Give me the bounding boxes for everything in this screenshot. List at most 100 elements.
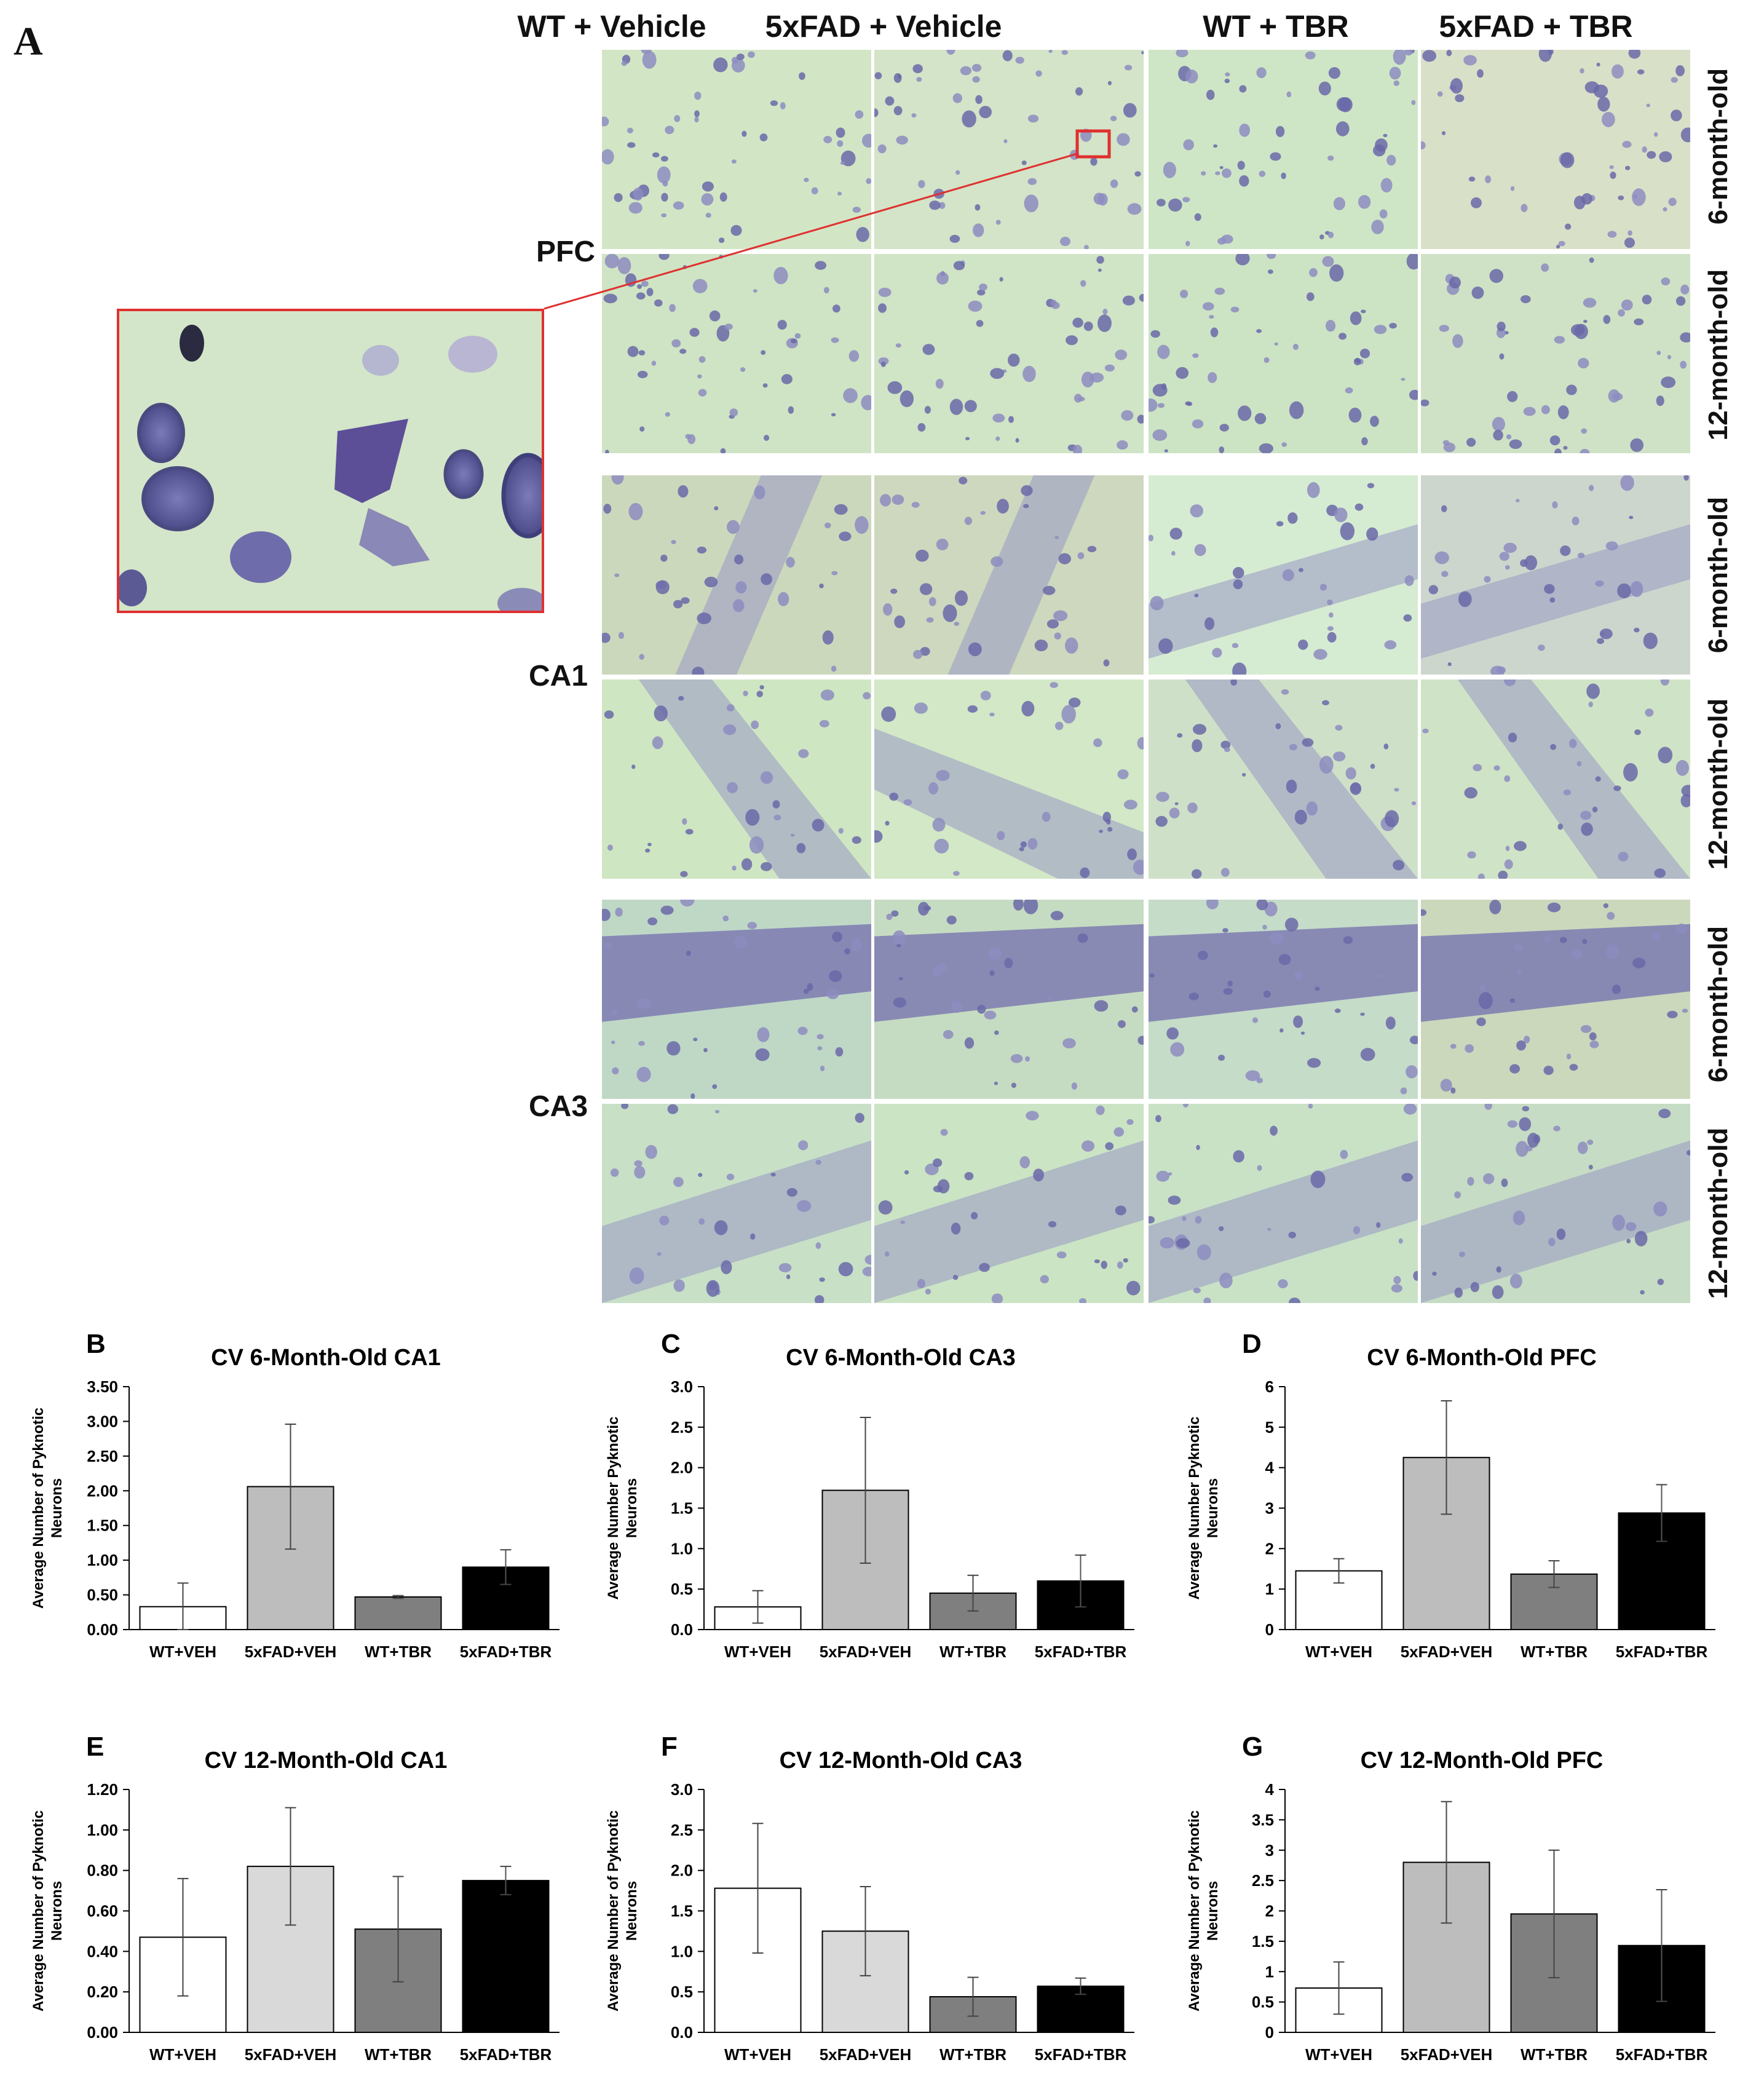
x-tick-label: 5xFAD+TBR (460, 1642, 552, 1661)
chart-d: D CV 6-Month-Old PFC Average Number Pyknot… (1162, 1316, 1734, 1697)
x-tick-label: WT+TBR (939, 1642, 1006, 1661)
y-tick-label: 3.50 (87, 1377, 118, 1396)
panel-letter: D (1242, 1329, 1262, 1359)
chart-title: CV 12-Month-Old PFC (1361, 1748, 1604, 1773)
panel-letter: C (661, 1329, 681, 1359)
column-header-5xfad-tbr: 5xFAD + TBR (1439, 9, 1633, 44)
y-tick-label: 2 (1265, 1539, 1274, 1558)
micrograph-tile (874, 899, 1144, 1100)
bar (462, 1880, 550, 2033)
y-tick-label: 0.00 (87, 2023, 118, 2042)
age-label-ca3-12: 12-month-old (1703, 1127, 1733, 1299)
micrograph-tile (1148, 253, 1418, 454)
micrograph-tile (601, 49, 872, 250)
x-tick-label: WT+TBR (365, 1642, 432, 1661)
y-tick-label: 2.5 (671, 1821, 693, 1839)
micrograph-tile (874, 679, 1144, 879)
panel-a-letter: A (14, 19, 43, 64)
panel-letter: G (1242, 1732, 1263, 1762)
y-tick-label: 1.0 (671, 1942, 693, 1960)
micrograph-tile (601, 475, 872, 675)
micrograph-tile (601, 253, 872, 454)
micrograph-tile (601, 1103, 872, 1304)
x-tick-label: WT+VEH (1305, 2045, 1372, 2064)
micrograph-tile (874, 1103, 1144, 1304)
y-tick-label: 2.5 (671, 1418, 693, 1436)
y-tick-label: 2.50 (87, 1447, 118, 1465)
y-tick-label: 1.00 (87, 1551, 118, 1569)
y-tick-label: 1 (1265, 1962, 1274, 1981)
age-label-ca1-12: 12-month-old (1703, 698, 1733, 870)
micrograph-tile (1148, 49, 1418, 250)
y-tick-label: 1.00 (87, 1821, 118, 1839)
y-tick-label: 0.20 (87, 1983, 118, 2001)
y-tick-label: 2.00 (87, 1481, 118, 1500)
column-header-wt-tbr: WT + TBR (1203, 9, 1349, 44)
x-tick-label: WT+TBR (365, 2045, 432, 2064)
y-tick-label: 3.5 (1252, 1810, 1274, 1829)
x-tick-label: WT+VEH (149, 1642, 216, 1661)
y-tick-label: 2.0 (671, 1861, 693, 1880)
x-tick-label: 5xFAD+TBR (1035, 2045, 1127, 2064)
y-axis-label: Average Number of Pyknotic Neurons (605, 1810, 640, 2011)
chart-title: CV 12-Month-Old CA3 (780, 1748, 1022, 1773)
connector-line (544, 153, 1078, 310)
x-tick-label: 5xFAD+VEH (1401, 1642, 1493, 1661)
y-tick-label: 6 (1265, 1377, 1274, 1396)
x-tick-label: 5xFAD+VEH (820, 1642, 912, 1661)
chart-f: F CV 12-Month-Old CA3 Average Number of Py… (581, 1719, 1153, 2100)
region-label-ca1: CA1 (529, 660, 588, 692)
y-axis-label: Average Number Pyknotic Neurons (1186, 1417, 1221, 1600)
y-axis-label: Average Number of Pyknotic Neurons (30, 1810, 65, 2011)
chart-title: CV 12-Month-Old CA1 (205, 1748, 448, 1773)
x-tick-label: 5xFAD+TBR (460, 2045, 552, 2064)
region-label-pfc: PFC (536, 236, 595, 268)
panel-letter: F (661, 1732, 678, 1762)
y-tick-label: 3.00 (87, 1412, 118, 1430)
y-tick-label: 1.5 (1252, 1932, 1274, 1951)
x-tick-label: 5xFAD+VEH (245, 1642, 337, 1661)
micrograph-tile (874, 253, 1144, 454)
y-tick-label: 0 (1265, 2023, 1274, 2042)
x-tick-label: 5xFAD+TBR (1035, 1642, 1127, 1661)
y-tick-label: 3.0 (671, 1377, 693, 1396)
y-tick-label: 0.80 (87, 1861, 118, 1880)
chart-c: C CV 6-Month-Old CA3 Average Number Pyknot… (581, 1316, 1153, 1697)
micrograph-tile (601, 899, 872, 1100)
y-tick-label: 4 (1265, 1780, 1275, 1799)
y-axis-label: Average Number Pyknotic Neurons (605, 1417, 640, 1600)
column-header-wt-vehicle: WT + Vehicle (517, 9, 706, 44)
x-tick-label: WT+VEH (1305, 1642, 1372, 1661)
y-tick-label: 0.5 (671, 1983, 693, 2001)
x-tick-label: WT+TBR (1521, 2045, 1588, 2064)
panel-letter: E (86, 1732, 104, 1762)
chart-e: E CV 12-Month-Old CA1 Average Number of Py… (6, 1719, 578, 2100)
highlight-box (1075, 129, 1111, 159)
y-tick-label: 0.5 (671, 1580, 693, 1598)
y-tick-label: 5 (1265, 1418, 1274, 1436)
chart-title: CV 6-Month-Old CA1 (211, 1345, 441, 1371)
y-tick-label: 0.40 (87, 1942, 118, 1960)
y-tick-label: 0 (1265, 1620, 1274, 1639)
x-tick-label: 5xFAD+TBR (1616, 2045, 1708, 2064)
micrograph-tile (1148, 1103, 1418, 1304)
x-tick-label: WT+VEH (724, 1642, 791, 1661)
micrograph-tile (1420, 253, 1691, 454)
micrograph-tile (874, 475, 1144, 675)
y-tick-label: 3 (1265, 1499, 1274, 1518)
y-tick-label: 3.0 (671, 1780, 693, 1799)
y-tick-label: 1.20 (87, 1780, 118, 1799)
y-tick-label: 1.0 (671, 1539, 693, 1558)
x-tick-label: 5xFAD+VEH (820, 2045, 912, 2064)
micrograph-tile (1148, 475, 1418, 675)
micrograph-tile (1148, 899, 1418, 1100)
x-tick-label: 5xFAD+VEH (245, 2045, 337, 2064)
y-axis-label: Average Number of Pyknotic Neurons (1186, 1810, 1221, 2011)
region-label-ca3: CA3 (529, 1090, 588, 1123)
x-tick-label: WT+VEH (724, 2045, 791, 2064)
x-tick-label: 5xFAD+VEH (1401, 2045, 1493, 2064)
y-tick-label: 2.5 (1252, 1871, 1274, 1890)
y-tick-label: 1.5 (671, 1902, 693, 1920)
inset-connector (544, 129, 1111, 310)
chart-title: CV 6-Month-Old CA3 (786, 1345, 1016, 1371)
